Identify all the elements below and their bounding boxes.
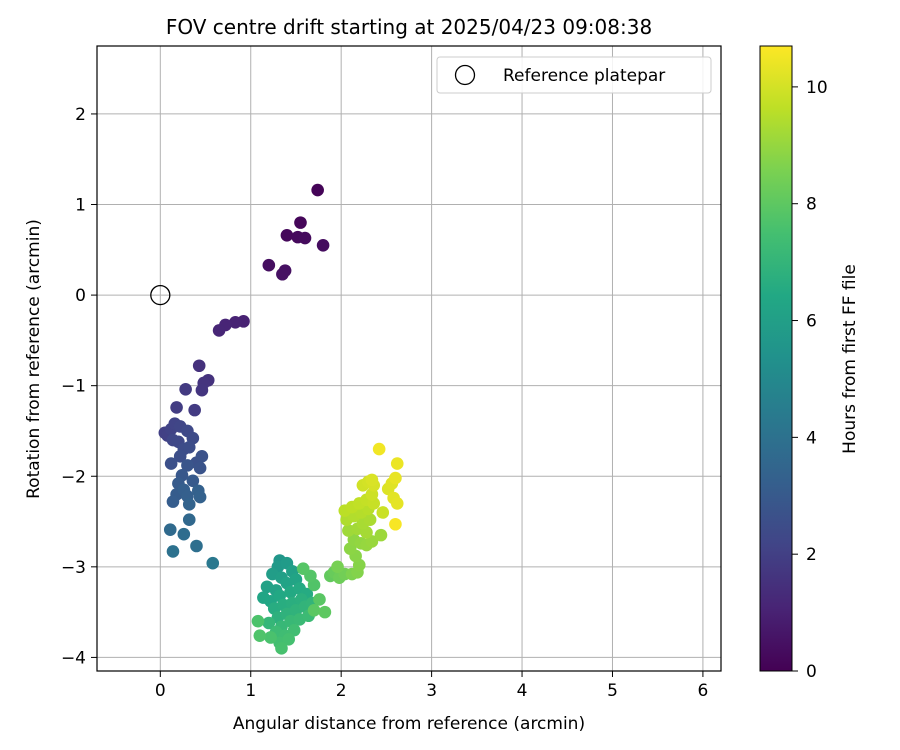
data-point bbox=[372, 442, 386, 456]
data-point bbox=[316, 238, 330, 252]
data-point bbox=[296, 562, 310, 575]
data-point bbox=[313, 593, 326, 606]
axis-ticks: 0 1 2 3 4 5 6 −4 −3 −2 −1 0 1 2 bbox=[61, 105, 708, 701]
y-tick-label: −2 bbox=[61, 467, 86, 487]
legend: Reference platepar bbox=[436, 56, 712, 94]
data-point bbox=[298, 231, 312, 245]
data-point bbox=[186, 474, 200, 488]
gridlines bbox=[97, 46, 721, 671]
x-tick-label: 4 bbox=[517, 681, 528, 701]
data-point bbox=[363, 513, 377, 527]
data-point bbox=[193, 461, 207, 475]
data-point bbox=[182, 440, 196, 454]
colorbar-tick-label: 2 bbox=[806, 545, 817, 565]
plot-frame bbox=[96, 45, 722, 672]
x-tick-label: 2 bbox=[336, 681, 347, 701]
data-point bbox=[192, 359, 206, 373]
chart-title: FOV centre drift starting at 2025/04/23 … bbox=[166, 15, 652, 39]
legend-marker bbox=[454, 64, 476, 86]
y-tick-label: −3 bbox=[61, 558, 86, 578]
legend-entry: Reference platepar bbox=[503, 66, 665, 86]
data-point bbox=[170, 401, 183, 414]
data-point bbox=[195, 450, 209, 463]
data-point bbox=[177, 527, 191, 541]
data-point bbox=[166, 545, 180, 558]
data-point bbox=[182, 513, 196, 527]
data-point bbox=[251, 614, 265, 628]
data-point bbox=[179, 382, 192, 396]
data-point bbox=[276, 267, 289, 281]
legend-box bbox=[436, 56, 712, 94]
data-point bbox=[182, 498, 196, 511]
y-axis-label: Rotation from reference (arcmin) bbox=[24, 219, 44, 499]
data-point bbox=[374, 528, 388, 542]
data-point bbox=[282, 632, 296, 646]
data-point bbox=[389, 517, 402, 531]
data-point bbox=[311, 183, 324, 197]
colorbar-tick-label: 0 bbox=[806, 662, 817, 682]
colorbar-tick-label: 10 bbox=[806, 78, 828, 98]
data-point bbox=[376, 506, 390, 519]
data-point bbox=[188, 403, 201, 417]
data-point bbox=[390, 457, 404, 470]
x-tick-label: 0 bbox=[155, 681, 166, 701]
data-point bbox=[206, 556, 220, 570]
data-point bbox=[389, 471, 402, 485]
data-point bbox=[181, 459, 194, 472]
data-point bbox=[287, 623, 301, 637]
data-point bbox=[173, 450, 187, 463]
colorbar-tick-label: 4 bbox=[806, 428, 817, 448]
x-axis-label: Angular distance from reference (arcmin) bbox=[233, 714, 585, 734]
data-point bbox=[262, 258, 276, 272]
colorbar: 0 2 4 6 8 10 Hours from first FF file bbox=[759, 45, 860, 682]
reference-point-marker bbox=[150, 284, 171, 306]
data-point bbox=[264, 631, 277, 644]
x-tick-label: 5 bbox=[607, 681, 618, 701]
data-point bbox=[163, 523, 177, 536]
colorbar-ticks: 0 2 4 6 8 10 bbox=[792, 78, 828, 682]
data-point bbox=[331, 560, 344, 574]
data-points bbox=[150, 183, 404, 655]
y-tick-label: 0 bbox=[75, 286, 86, 306]
data-point bbox=[193, 490, 207, 504]
y-tick-label: −1 bbox=[61, 377, 86, 397]
y-tick-label: 1 bbox=[75, 196, 86, 216]
x-tick-label: 1 bbox=[245, 681, 256, 701]
y-tick-label: 2 bbox=[75, 105, 86, 125]
data-point bbox=[390, 497, 404, 510]
colorbar-gradient bbox=[759, 45, 793, 672]
data-point bbox=[190, 539, 203, 553]
colorbar-tick-label: 6 bbox=[806, 312, 817, 332]
data-point bbox=[166, 495, 180, 508]
data-point bbox=[212, 324, 226, 337]
data-point bbox=[275, 642, 288, 655]
x-tick-label: 6 bbox=[697, 681, 708, 701]
colorbar-tick-label: 8 bbox=[806, 195, 817, 215]
data-point bbox=[318, 605, 332, 619]
data-point bbox=[253, 629, 267, 642]
data-point bbox=[365, 473, 379, 487]
data-point bbox=[262, 616, 276, 630]
data-point bbox=[229, 315, 242, 329]
data-point bbox=[164, 457, 178, 470]
data-point bbox=[365, 535, 379, 548]
colorbar-label: Hours from first FF file bbox=[840, 264, 860, 454]
data-point bbox=[294, 216, 307, 229]
y-tick-label: −4 bbox=[61, 648, 86, 668]
data-point bbox=[195, 383, 209, 397]
data-point bbox=[307, 604, 321, 617]
x-tick-label: 3 bbox=[426, 681, 437, 701]
data-point bbox=[280, 229, 294, 242]
